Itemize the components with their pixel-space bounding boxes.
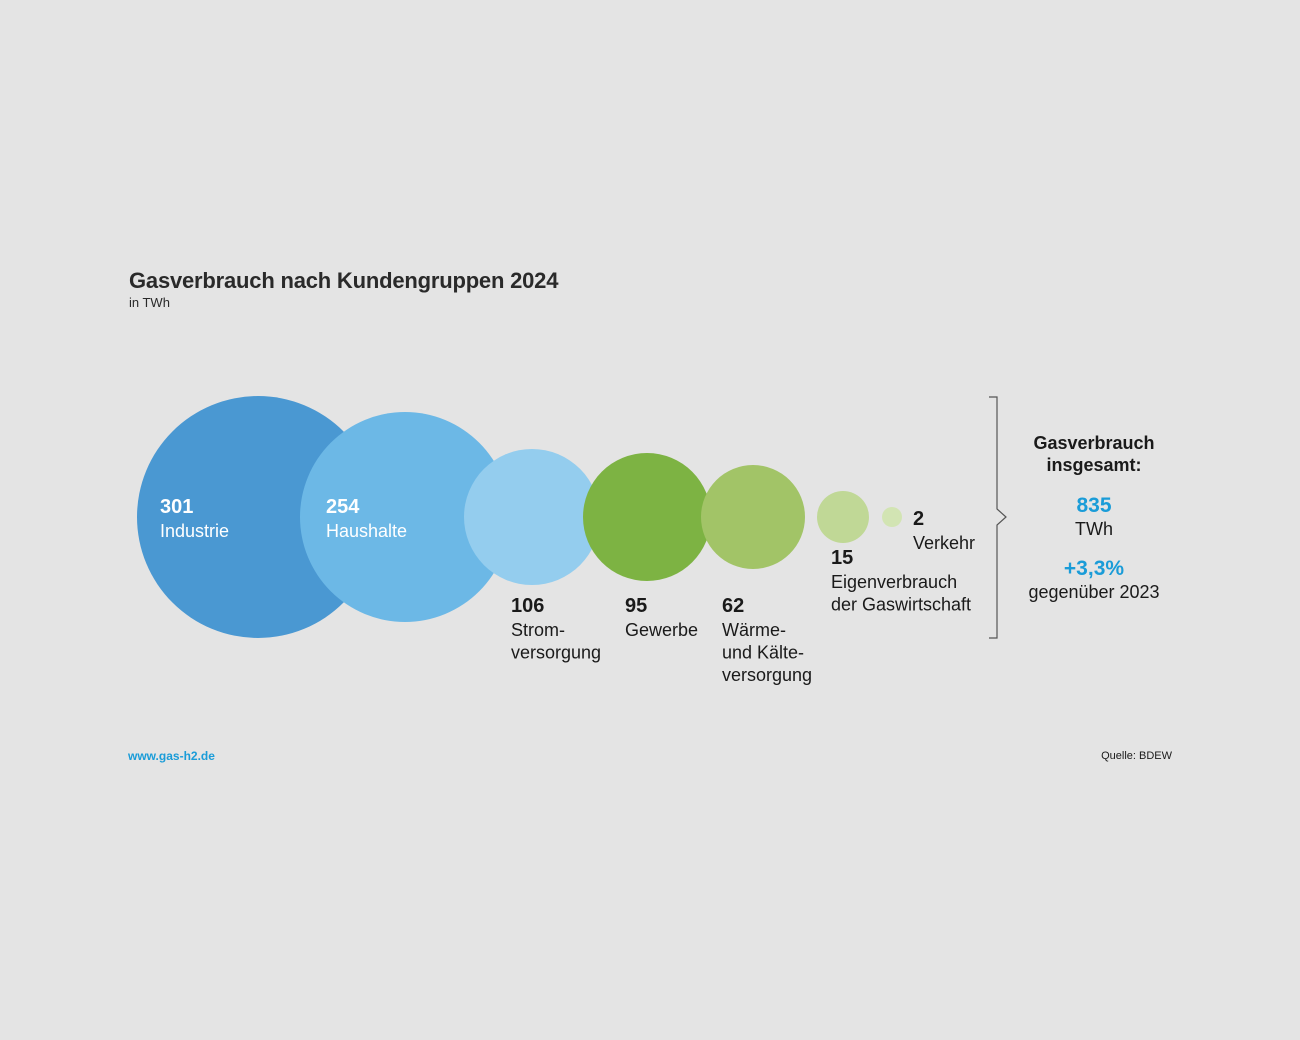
bubble-gewerbe [583,453,711,581]
value-label-gewerbe: 95 [625,595,647,617]
total-bracket [989,396,1007,639]
category-label-gewerbe: Gewerbe [625,620,698,640]
chart-title: Gasverbrauch nach Kundengruppen 2024 [129,268,559,293]
value-label-strom-versorgung: 106 [511,595,544,617]
chart-subtitle: in TWh [129,295,170,310]
value-label-haushalte: 254 [326,496,360,518]
total-summary: Gasverbrauch insgesamt: 835 TWh +3,3% ge… [1014,432,1174,603]
value-label-wärme-und-kälte-versorgung: 62 [722,595,744,617]
total-change: +3,3% [1063,557,1125,580]
total-value: 835 [1076,494,1112,517]
category-label-industrie: Industrie [160,521,229,541]
category-label-wärme-und-kälte-versorgung: versorgung [722,665,812,685]
bubble-eigenverbrauch-der-gaswirtschaft [817,491,869,543]
total-compare: gegenüber 2023 [1028,582,1160,602]
category-label-eigenverbrauch-der-gaswirtschaft: Eigenverbrauch [831,572,957,592]
category-label-wärme-und-kälte-versorgung: Wärme- [722,620,786,640]
source-note: Quelle: BDEW [1101,750,1172,762]
value-label-verkehr: 2 [913,508,924,530]
category-label-eigenverbrauch-der-gaswirtschaft: der Gaswirtschaft [831,595,971,615]
bubble-haushalte [300,412,510,622]
value-label-industrie: 301 [160,496,193,518]
category-label-strom-versorgung: Strom- [511,620,565,640]
bubble-strom-versorgung [464,449,600,585]
bubble-verkehr [882,507,902,527]
value-label-eigenverbrauch-der-gaswirtschaft: 15 [831,547,853,569]
category-label-wärme-und-kälte-versorgung: und Kälte- [722,643,804,663]
website-link[interactable]: www.gas-h2.de [128,749,215,763]
category-label-verkehr: Verkehr [913,533,975,553]
category-label-strom-versorgung: versorgung [511,643,601,663]
total-label: Gasverbrauch insgesamt: [1033,433,1155,475]
bubble-industrie [137,396,379,638]
bubble-wärme-und-kälte-versorgung [701,465,805,569]
total-unit: TWh [1075,519,1113,539]
category-label-haushalte: Haushalte [326,521,407,541]
